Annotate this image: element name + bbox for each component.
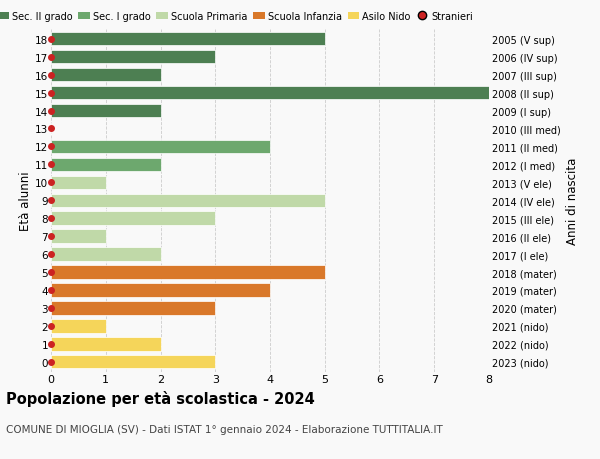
- Y-axis label: Età alunni: Età alunni: [19, 171, 32, 230]
- Bar: [51, 212, 215, 225]
- Bar: [51, 33, 325, 46]
- Bar: [51, 194, 325, 207]
- Bar: [51, 319, 106, 333]
- Bar: [51, 176, 106, 190]
- Bar: [51, 302, 215, 315]
- Bar: [51, 248, 161, 261]
- Bar: [51, 140, 270, 154]
- Bar: [51, 105, 161, 118]
- Y-axis label: Anni di nascita: Anni di nascita: [566, 157, 579, 244]
- Bar: [51, 284, 270, 297]
- Text: Popolazione per età scolastica - 2024: Popolazione per età scolastica - 2024: [6, 390, 315, 406]
- Bar: [51, 69, 161, 82]
- Legend: Sec. II grado, Sec. I grado, Scuola Primaria, Scuola Infanzia, Asilo Nido, Stran: Sec. II grado, Sec. I grado, Scuola Prim…: [0, 11, 473, 22]
- Bar: [51, 51, 215, 64]
- Bar: [51, 266, 325, 279]
- Bar: [51, 87, 489, 100]
- Bar: [51, 337, 161, 351]
- Bar: [51, 355, 215, 369]
- Bar: [51, 158, 161, 172]
- Bar: [51, 230, 106, 243]
- Text: COMUNE DI MIOGLIA (SV) - Dati ISTAT 1° gennaio 2024 - Elaborazione TUTTITALIA.IT: COMUNE DI MIOGLIA (SV) - Dati ISTAT 1° g…: [6, 424, 443, 434]
